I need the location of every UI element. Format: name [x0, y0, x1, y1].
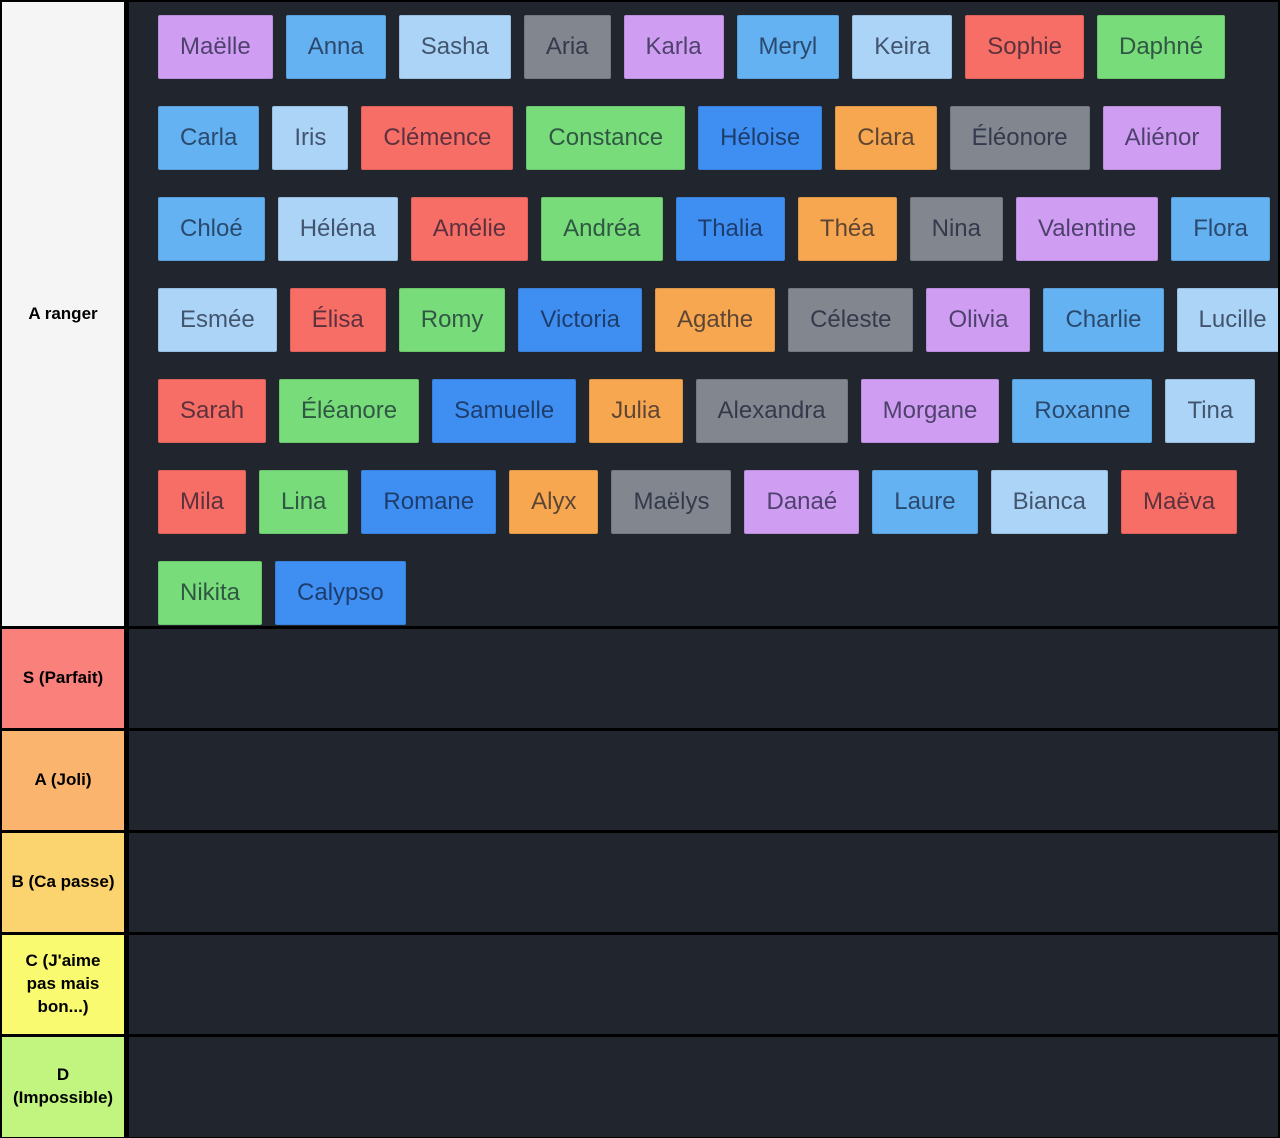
name-tile[interactable]: Nina [909, 197, 1003, 261]
name-tile[interactable]: Constance [526, 106, 686, 170]
name-tile[interactable]: Morgane [860, 379, 1000, 443]
tier-row-s: S (Parfait) [2, 629, 1278, 731]
name-tile[interactable]: Éléanore [279, 379, 420, 443]
name-tile[interactable]: Alyx [509, 470, 599, 534]
name-tile[interactable]: Éléonore [949, 106, 1090, 170]
tier-dropzone-d[interactable] [129, 1037, 1278, 1137]
tile-row: Carla Iris Clémence Constance Héloise Clara Él… [158, 106, 1270, 170]
name-tile[interactable]: Élisa [289, 288, 386, 352]
tier-dropzone-c[interactable] [129, 935, 1278, 1034]
name-tile[interactable]: Maëva [1121, 470, 1238, 534]
name-tile[interactable]: Karla [623, 15, 724, 79]
name-tile[interactable]: Maëlys [611, 470, 732, 534]
tier-label-b: B (Ca passe) [2, 833, 129, 932]
name-tile[interactable]: Sarah [158, 379, 267, 443]
tier-dropzone-a[interactable] [129, 731, 1278, 830]
name-tile[interactable]: Lina [259, 470, 349, 534]
tier-row-a: A (Joli) [2, 731, 1278, 833]
name-tile[interactable]: Daphné [1096, 15, 1226, 79]
tile-row: Sarah Éléanore Samuelle Julia Alexandra Morga… [158, 379, 1270, 443]
name-tile[interactable]: Aliénor [1102, 106, 1222, 170]
tier-dropzone-pool[interactable]: Maëlle Anna Sasha Aria Karla Meryl Keira Sophie… [129, 2, 1278, 626]
name-tile[interactable]: Nikita [158, 561, 263, 625]
name-tile[interactable]: Lucille [1176, 288, 1278, 352]
name-tile[interactable]: Anna [285, 15, 386, 79]
tile-row: Nikita Calypso [158, 561, 1270, 625]
tile-row: Mila Lina Romane Alyx Maëlys Danaé Laure Bianca… [158, 470, 1270, 534]
name-tile[interactable]: Carla [158, 106, 260, 170]
tier-label-s: S (Parfait) [2, 629, 129, 728]
name-tile[interactable]: Esmée [158, 288, 277, 352]
name-tile[interactable]: Roxanne [1012, 379, 1153, 443]
name-tile[interactable]: Iris [272, 106, 349, 170]
name-tile[interactable]: Andréa [541, 197, 663, 261]
tier-label-c: C (J'aime pas mais bon...) [2, 935, 129, 1034]
name-tile[interactable]: Amélie [410, 197, 529, 261]
tier-label-d: D (Impossible) [2, 1037, 129, 1137]
tile-row: Chloé Héléna Amélie Andréa Thalia Théa Nina Val… [158, 197, 1270, 261]
tile-row: Maëlle Anna Sasha Aria Karla Meryl Keira Sophie… [158, 15, 1270, 79]
name-tile[interactable]: Tina [1165, 379, 1256, 443]
name-tile[interactable]: Maëlle [158, 15, 273, 79]
name-tile[interactable]: Julia [589, 379, 683, 443]
name-tile[interactable]: Céleste [788, 288, 914, 352]
name-tile[interactable]: Agathe [655, 288, 776, 352]
name-tile[interactable]: Charlie [1043, 288, 1164, 352]
name-tile[interactable]: Keira [852, 15, 953, 79]
tier-row-c: C (J'aime pas mais bon...) [2, 935, 1278, 1037]
name-tile[interactable]: Victoria [518, 288, 642, 352]
name-tile[interactable]: Olivia [926, 288, 1031, 352]
name-tile[interactable]: Samuelle [432, 379, 577, 443]
name-tile[interactable]: Alexandra [695, 379, 848, 443]
name-tile[interactable]: Chloé [158, 197, 265, 261]
name-tile[interactable]: Sasha [398, 15, 511, 79]
tier-label-pool: A ranger [2, 2, 129, 626]
tier-row-d: D (Impossible) [2, 1037, 1278, 1138]
name-tile[interactable]: Clara [835, 106, 937, 170]
name-tile[interactable]: Clémence [361, 106, 514, 170]
name-tile[interactable]: Danaé [744, 470, 860, 534]
tile-row: Esmée Élisa Romy Victoria Agathe Céleste Olivi… [158, 288, 1278, 352]
tier-dropzone-b[interactable] [129, 833, 1278, 932]
name-tile[interactable]: Laure [872, 470, 978, 534]
tier-label-a: A (Joli) [2, 731, 129, 830]
name-tile[interactable]: Thalia [675, 197, 785, 261]
tier-row-b: B (Ca passe) [2, 833, 1278, 935]
name-tile[interactable]: Valentine [1015, 197, 1159, 261]
name-tile[interactable]: Héloise [698, 106, 823, 170]
name-tile[interactable]: Meryl [736, 15, 840, 79]
tier-dropzone-s[interactable] [129, 629, 1278, 728]
name-tile[interactable]: Romane [361, 470, 497, 534]
name-tile[interactable]: Flora [1171, 197, 1270, 261]
name-tile[interactable]: Bianca [990, 470, 1108, 534]
name-tile[interactable]: Sophie [965, 15, 1084, 79]
name-tile[interactable]: Héléna [277, 197, 398, 261]
name-tile[interactable]: Mila [158, 470, 247, 534]
tier-row-pool: A ranger Maëlle Anna Sasha Aria Karla Meryl Kei… [2, 2, 1278, 629]
name-tile[interactable]: Théa [797, 197, 897, 261]
name-tile[interactable]: Calypso [275, 561, 406, 625]
name-tile[interactable]: Romy [398, 288, 506, 352]
name-tile[interactable]: Aria [523, 15, 611, 79]
